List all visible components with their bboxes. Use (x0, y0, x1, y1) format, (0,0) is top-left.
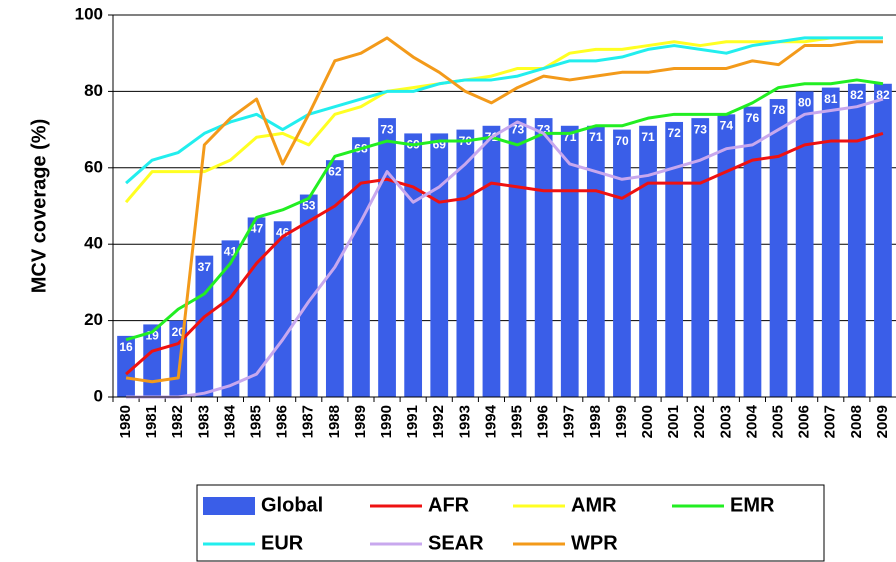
x-tick-label: 2000 (639, 405, 656, 438)
bar (691, 118, 710, 397)
y-axis-title: MCV coverage (%) (28, 119, 50, 294)
line (125, 36, 883, 185)
data-label: 74 (720, 118, 734, 132)
bar (221, 240, 240, 397)
legend-label: SEAR (428, 532, 484, 554)
data-label: 37 (198, 260, 212, 274)
data-label: 16 (119, 340, 133, 354)
data-label: 72 (667, 126, 681, 140)
bar (639, 125, 657, 397)
legend-label: EUR (261, 532, 304, 554)
bar (273, 221, 292, 397)
y-tick-label: 60 (84, 157, 103, 176)
data-label: 82 (850, 88, 864, 102)
data-label: 76 (746, 111, 760, 125)
legend-label: Global (261, 494, 323, 516)
bar (874, 83, 892, 397)
x-tick-label: 1999 (613, 405, 630, 438)
legend-label: EMR (730, 494, 775, 516)
bar (534, 118, 553, 397)
legend-label: AFR (428, 494, 470, 516)
x-tick-label: 2007 (822, 405, 839, 438)
line (125, 131, 884, 376)
x-tick-label: 1980 (117, 405, 134, 438)
x-tick-label: 1981 (143, 405, 160, 438)
bar (795, 91, 814, 398)
x-tick-label: 1993 (456, 405, 473, 438)
y-tick-label: 0 (94, 386, 103, 405)
line (124, 36, 883, 204)
x-tick-label: 1988 (326, 405, 343, 438)
x-tick-label: 2002 (691, 405, 708, 438)
line (125, 36, 883, 384)
data-label: 62 (328, 164, 342, 178)
x-tick-label: 1982 (169, 405, 186, 438)
x-tick-label: 1992 (430, 405, 447, 438)
line (125, 78, 884, 342)
x-tick-label: 2006 (796, 405, 813, 438)
x-tick-label: 2009 (874, 405, 891, 438)
data-label: 53 (302, 199, 316, 213)
legend-label: WPR (571, 532, 618, 554)
data-label: 78 (772, 103, 786, 117)
data-label: 71 (589, 130, 603, 144)
x-tick-label: 1994 (482, 404, 499, 438)
x-tick-label: 1997 (561, 405, 578, 438)
bar (404, 133, 423, 398)
legend-swatch (203, 497, 255, 515)
data-label: 80 (798, 96, 812, 110)
bar (769, 99, 788, 397)
data-label: 73 (380, 122, 394, 136)
x-tick-label: 2003 (717, 405, 734, 438)
x-tick-label: 1986 (274, 405, 291, 438)
x-tick-label: 1989 (352, 405, 369, 438)
bar (508, 118, 527, 397)
data-label: 70 (615, 134, 629, 148)
bar (821, 87, 840, 397)
bar (378, 118, 396, 397)
y-tick-label: 40 (84, 234, 103, 253)
bar (717, 114, 736, 397)
x-tick-label: 1984 (221, 404, 238, 438)
x-tick-label: 1990 (378, 405, 395, 438)
legend-label: AMR (571, 494, 617, 516)
bar (847, 83, 866, 397)
x-tick-label: 2001 (665, 405, 682, 438)
y-tick-label: 80 (84, 81, 103, 100)
bar (195, 255, 214, 397)
x-tick-label: 1995 (509, 405, 526, 438)
data-label: 73 (511, 122, 525, 136)
bar (613, 129, 631, 397)
data-label: 81 (824, 92, 838, 106)
bar (665, 121, 684, 398)
line (126, 97, 884, 399)
x-tick-label: 2004 (743, 404, 760, 438)
bar (743, 106, 762, 398)
x-tick-label: 1998 (587, 405, 604, 438)
data-label: 71 (641, 130, 655, 144)
y-tick-label: 20 (84, 310, 103, 329)
legend-box (196, 484, 825, 562)
data-label: 73 (694, 122, 708, 136)
x-tick-label: 2008 (848, 405, 865, 438)
x-tick-label: 2005 (770, 405, 787, 438)
x-tick-label: 1991 (404, 405, 421, 438)
x-tick-label: 1996 (535, 405, 552, 438)
x-tick-label: 1983 (195, 405, 212, 438)
bar (560, 125, 579, 397)
bar (299, 194, 318, 397)
bar (325, 160, 344, 397)
y-tick-label: 100 (75, 4, 103, 23)
bar (430, 133, 449, 398)
bar (117, 335, 135, 397)
bar (586, 125, 605, 397)
x-tick-label: 1987 (300, 405, 317, 438)
x-tick-label: 1985 (248, 405, 265, 438)
bar (143, 324, 162, 397)
bar (482, 125, 501, 397)
bar (247, 217, 266, 397)
bar (352, 137, 370, 398)
